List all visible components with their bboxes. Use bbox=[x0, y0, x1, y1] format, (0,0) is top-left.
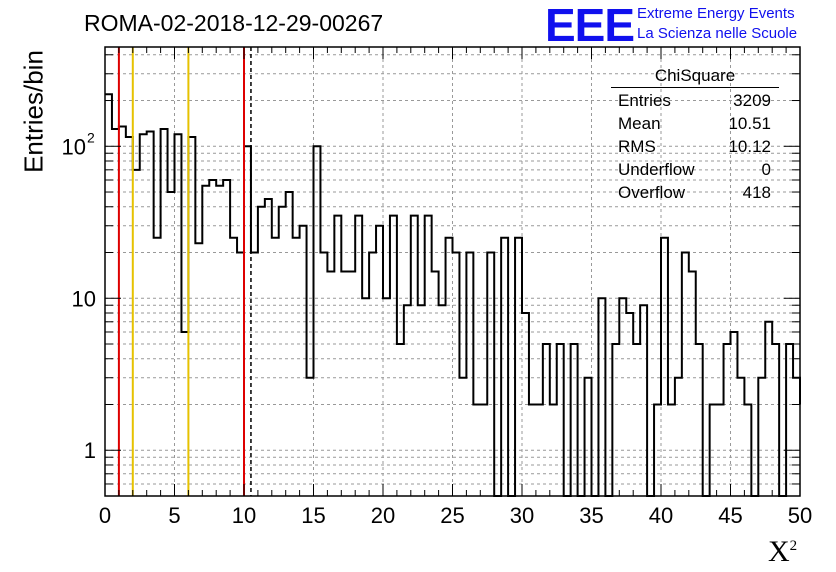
stats-label: RMS bbox=[618, 137, 656, 156]
stats-label: Underflow bbox=[618, 160, 695, 179]
stats-row-underflow: Underflow 0 bbox=[611, 158, 779, 181]
x-tick-label: 10 bbox=[232, 503, 256, 528]
stats-label: Mean bbox=[618, 114, 661, 133]
x-tick-label: 15 bbox=[301, 503, 325, 528]
stats-row-entries: Entries 3209 bbox=[611, 89, 779, 112]
x-tick-label: 40 bbox=[649, 503, 673, 528]
y-tick-label: 10 bbox=[62, 134, 86, 159]
stats-title: ChiSquare bbox=[611, 66, 779, 88]
x-axis-label-superscript: 2 bbox=[789, 538, 798, 554]
x-tick-label: 5 bbox=[168, 503, 180, 528]
x-axis-label: X2 bbox=[768, 535, 797, 569]
y-tick-label: 10 bbox=[72, 286, 96, 311]
stats-value: 0 bbox=[761, 160, 771, 179]
histogram-line bbox=[105, 93, 801, 497]
stats-row-mean: Mean 10.51 bbox=[611, 112, 779, 135]
logo-line-2: La Scienza nelle Scuole bbox=[637, 25, 798, 42]
x-tick-label: 0 bbox=[99, 503, 111, 528]
logo-line-1: Extreme Energy Events bbox=[637, 5, 795, 22]
stats-value: 418 bbox=[742, 183, 771, 202]
x-tick-label: 50 bbox=[788, 503, 812, 528]
x-tick-label: 45 bbox=[718, 503, 742, 528]
x-tick-label: 25 bbox=[440, 503, 464, 528]
stats-row-rms: RMS 10.12 bbox=[611, 135, 779, 158]
stats-label: Entries bbox=[618, 91, 671, 110]
x-tick-label: 20 bbox=[371, 503, 395, 528]
x-tick-label: 30 bbox=[510, 503, 534, 528]
stats-label: Overflow bbox=[618, 183, 686, 202]
stats-box: ChiSquare Entries 3209 Mean 10.51 RMS 10.12… bbox=[611, 66, 779, 204]
stats-row-overflow: Overflow 418 bbox=[611, 181, 779, 204]
eee-logo-mark: EEE bbox=[545, 0, 635, 51]
stats-value: 10.51 bbox=[728, 114, 771, 133]
stats-value: 3209 bbox=[733, 91, 771, 110]
y-tick-exponent: 2 bbox=[87, 129, 95, 145]
x-tick-label: 35 bbox=[579, 503, 603, 528]
y-tick-label: 1 bbox=[84, 438, 96, 463]
x-axis-label-base: X bbox=[768, 535, 790, 568]
stats-value: 10.12 bbox=[728, 137, 771, 156]
chart-title: ROMA-02-2018-12-29-00267 bbox=[84, 10, 384, 36]
y-axis-label: Entries/bin bbox=[18, 50, 49, 173]
